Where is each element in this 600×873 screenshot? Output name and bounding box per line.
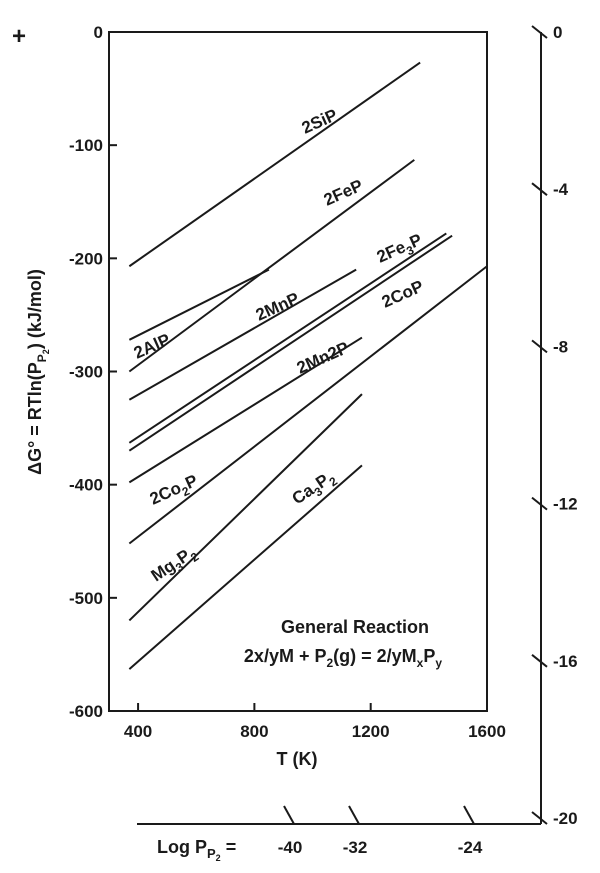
series-line-2Fe3P bbox=[128, 232, 447, 444]
right-tick-mark bbox=[531, 339, 548, 354]
label-2Mn2P: 2Mn2P bbox=[294, 338, 352, 378]
right-tick-label: -20 bbox=[553, 809, 578, 828]
y-axis: 0 -100 -200 -300 -400 -500 -600 bbox=[69, 23, 117, 721]
x-axis-title: T (K) bbox=[277, 749, 318, 769]
y-tick-label: -300 bbox=[69, 363, 103, 382]
reaction-title: General Reaction bbox=[281, 617, 429, 637]
label-Ca3P2: Ca3P2 bbox=[289, 466, 341, 511]
series-line-2FeP bbox=[128, 159, 415, 373]
right-tick-mark bbox=[531, 182, 548, 196]
bottom-scale-ticks: -40 -32 -24 bbox=[278, 805, 483, 857]
bottom-tick-label: -32 bbox=[343, 838, 368, 857]
x-tick-label: 800 bbox=[240, 722, 268, 741]
bottom-tick-mark bbox=[348, 805, 360, 825]
series-line-2Mn2P bbox=[128, 336, 363, 484]
series-line-Mg3P2 bbox=[128, 393, 363, 622]
x-axis: 400 800 1200 1600 bbox=[124, 703, 506, 741]
series-line-2CoP bbox=[128, 234, 453, 452]
y-tick-label: -200 bbox=[69, 249, 103, 268]
right-scale-ticks: 0 -4 -8 -12 -16 -20 bbox=[531, 23, 578, 828]
bottom-tick-mark bbox=[283, 805, 295, 825]
right-tick-mark bbox=[531, 25, 548, 39]
bottom-tick-label: -40 bbox=[278, 838, 303, 857]
right-tick-mark bbox=[531, 811, 548, 825]
y-tick-label: -600 bbox=[69, 702, 103, 721]
right-tick-label: 0 bbox=[553, 23, 562, 42]
x-tick-label: 1600 bbox=[468, 722, 506, 741]
x-tick-label: 400 bbox=[124, 722, 152, 741]
y-tick-label: 0 bbox=[94, 23, 103, 42]
reaction-equation: 2x/yM + P2(g) = 2/yMxPy bbox=[244, 646, 442, 670]
series-line-2AlP bbox=[128, 268, 270, 341]
series-line-2SiP bbox=[128, 61, 421, 268]
x-tick-label: 1200 bbox=[352, 722, 390, 741]
label-2FeP: 2FeP bbox=[321, 176, 366, 210]
right-tick-mark bbox=[531, 496, 548, 511]
corner-plus-mark: + bbox=[12, 23, 26, 50]
right-tick-mark bbox=[531, 654, 548, 668]
right-tick-label: -16 bbox=[553, 652, 578, 671]
label-Mg3P2: Mg3P2 bbox=[148, 542, 202, 589]
label-2CoP: 2CoP bbox=[379, 277, 426, 312]
y-axis-title: ΔG° = RTln(PP2) (kJ/mol) bbox=[25, 269, 51, 475]
right-tick-label: -12 bbox=[553, 495, 578, 514]
y-tick-label: -500 bbox=[69, 589, 103, 608]
y-tick-label: -400 bbox=[69, 476, 103, 495]
right-tick-label: -8 bbox=[553, 337, 568, 356]
series-line-2Co2P bbox=[128, 265, 488, 545]
label-2MnP: 2MnP bbox=[253, 289, 302, 325]
series-lines bbox=[128, 61, 488, 670]
series-line-Ca3P2 bbox=[128, 464, 363, 670]
y-tick-label: -100 bbox=[69, 136, 103, 155]
series-line-2MnP bbox=[128, 268, 357, 401]
label-2Co2P: 2Co2P bbox=[147, 471, 202, 512]
bottom-tick-mark bbox=[463, 805, 475, 825]
bottom-scale-label: Log PP2 = bbox=[157, 837, 236, 863]
right-tick-label: -4 bbox=[553, 180, 569, 199]
bottom-tick-label: -24 bbox=[458, 838, 483, 857]
